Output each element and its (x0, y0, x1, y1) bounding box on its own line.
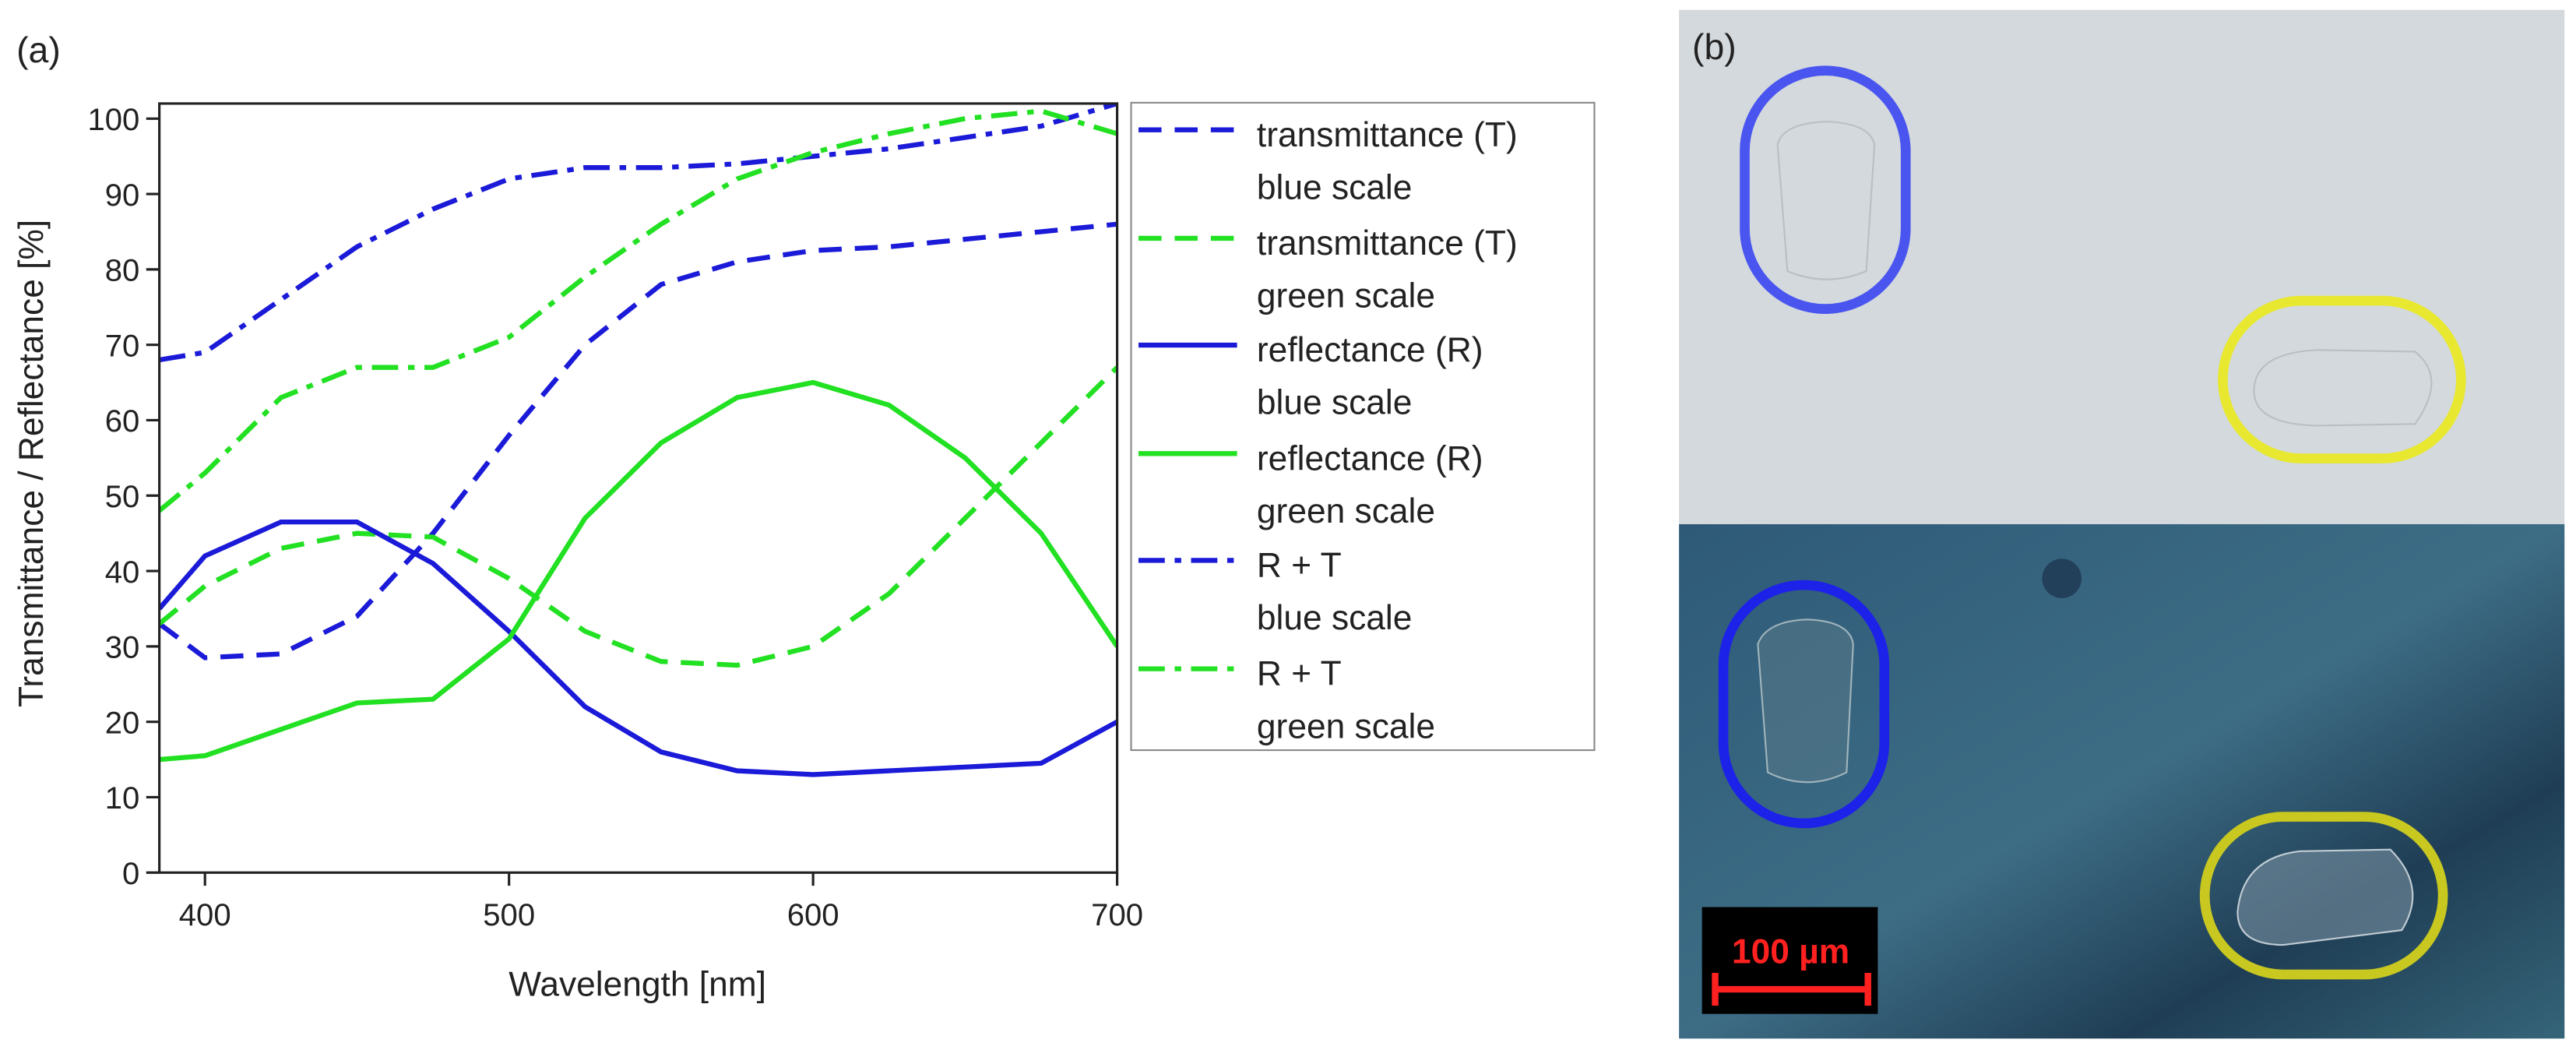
series-line (159, 365, 1117, 668)
legend-label: transmittance (T) blue scale (1256, 116, 1518, 207)
legend-label: transmittance (T) green scale (1256, 224, 1518, 315)
legend-entry: transmittance (T) blue scale (1132, 104, 1597, 210)
panel-label: (a) (16, 30, 61, 70)
y-tick-label: 40 (105, 555, 140, 590)
series-line (159, 103, 1117, 363)
y-tick-label: 10 (105, 781, 140, 816)
legend-entry: reflectance (R) green scale (1132, 426, 1597, 533)
x-tick-label: 600 (787, 898, 839, 932)
y-tick-label: 20 (105, 706, 140, 740)
cell (1757, 618, 1854, 784)
legend: transmittance (T) blue scale transmittanc… (1130, 101, 1597, 752)
scale-box (1701, 907, 1878, 1014)
legend-swatch (1138, 342, 1237, 348)
photo-top (1679, 9, 2565, 524)
scale-label: 100 µm (1732, 932, 1849, 971)
series-line (159, 519, 1117, 777)
spot (2042, 558, 2082, 598)
x-tick-label: 400 (179, 898, 231, 932)
y-axis-label: Transmittance / Reflectance [%] (12, 220, 51, 707)
series-line (159, 108, 1117, 513)
legend-swatch (1138, 127, 1237, 132)
y-tick-label: 100 (87, 103, 139, 137)
micrograph: 100 µm (b) (1679, 9, 2565, 1039)
x-tick-label: 500 (483, 898, 535, 932)
y-tick-label: 70 (105, 329, 140, 363)
panel-label: (b) (1692, 26, 1737, 67)
legend-label: reflectance (R) green scale (1256, 439, 1483, 530)
legend-swatch (1138, 234, 1237, 241)
legend-label: R + T blue scale (1256, 547, 1413, 638)
legend-swatch (1138, 558, 1237, 563)
legend-swatch (1138, 450, 1237, 456)
legend-label: reflectance (R) blue scale (1256, 332, 1483, 423)
blue-marker (1740, 65, 1911, 314)
legend-entry: reflectance (R) blue scale (1132, 319, 1597, 425)
blue-marker (1718, 580, 1890, 829)
legend-entry: R + T green scale (1132, 642, 1597, 749)
yellow-marker (2218, 295, 2466, 463)
yellow-marker (2199, 812, 2448, 980)
legend-entry: R + T blue scale (1132, 534, 1597, 641)
cell (2236, 848, 2414, 946)
plot-frame (158, 102, 1119, 874)
y-tick-label: 0 (122, 857, 139, 891)
cell (1776, 121, 1876, 280)
legend-entry: transmittance (T) green scale (1132, 211, 1597, 318)
y-tick-label: 80 (105, 254, 140, 288)
x-tick-label: 700 (1091, 898, 1143, 932)
y-tick-label: 30 (105, 631, 140, 665)
series-line (159, 221, 1117, 661)
cell (2253, 349, 2433, 427)
y-tick-label: 90 (105, 178, 140, 213)
series-line (159, 379, 1117, 763)
scale-bar (1712, 972, 1871, 1006)
y-tick-label: 60 (105, 404, 140, 439)
y-tick-label: 50 (105, 480, 140, 514)
legend-label: R + T green scale (1256, 654, 1435, 745)
legend-swatch (1138, 665, 1237, 671)
x-axis-label: Wavelength [nm] (509, 965, 766, 1003)
